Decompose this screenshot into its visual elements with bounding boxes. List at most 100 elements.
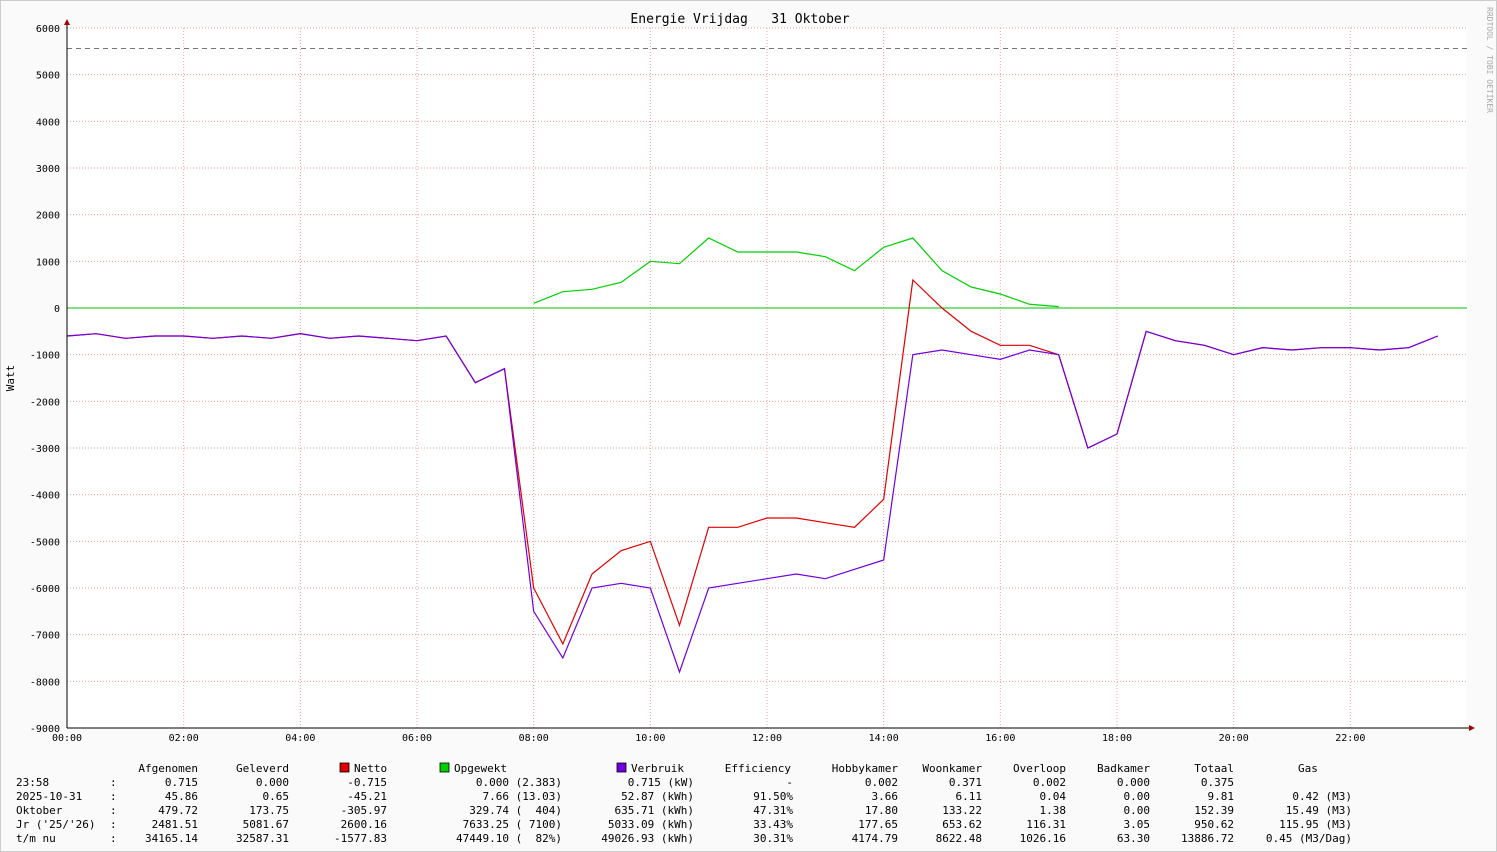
legend-cell: Jr ('25/'26) — [16, 818, 95, 831]
x-tick-label: 20:00 — [1219, 733, 1249, 744]
y-tick-label: 1000 — [36, 257, 60, 268]
y-tick-label: -6000 — [30, 584, 60, 595]
legend-cell: 3.66 — [872, 790, 899, 803]
y-tick-label: 4000 — [36, 117, 60, 128]
x-tick-label: 02:00 — [169, 733, 199, 744]
y-tick-label: -8000 — [30, 677, 60, 688]
legend-cell: 34165.14 — [145, 832, 198, 845]
legend-header: Totaal — [1194, 762, 1234, 775]
legend-header: Netto — [354, 762, 387, 775]
legend-cell: -1577.83 — [334, 832, 387, 845]
legend-header: Woonkamer — [922, 762, 982, 775]
legend-swatch — [439, 762, 450, 773]
legend-cell: -45.21 — [347, 790, 387, 803]
legend-cell: 329.74 ( 404) — [469, 804, 562, 817]
legend-cell: : — [110, 832, 117, 845]
series-line — [533, 237, 1059, 308]
legend-cell: : — [110, 818, 117, 831]
legend-cell: 2481.51 — [152, 818, 198, 831]
legend-cell: 13886.72 — [1181, 832, 1234, 845]
legend-cell: 4174.79 — [852, 832, 898, 845]
legend-header: Badkamer — [1097, 762, 1150, 775]
legend-header: Efficiency — [725, 762, 792, 775]
y-tick-label: 3000 — [36, 164, 60, 175]
x-tick-label: 04:00 — [285, 733, 315, 744]
legend-cell: 91.50% — [753, 790, 793, 803]
legend-cell: 17.80 — [865, 804, 898, 817]
legend-cell: 1026.16 — [1020, 832, 1066, 845]
legend-cell: 52.87 (kWh) — [621, 790, 694, 803]
legend-cell: : — [110, 790, 117, 803]
legend-cell: 177.65 — [858, 818, 898, 831]
legend-cell: 0.371 — [949, 776, 982, 789]
x-axis-arrow — [1469, 725, 1475, 731]
legend-cell: 49026.93 (kWh) — [601, 832, 694, 845]
legend-header: Geleverd — [236, 762, 289, 775]
legend-cell: 116.31 — [1026, 818, 1066, 831]
legend-header: Opgewekt — [454, 762, 507, 775]
legend-cell: 23:58 — [16, 776, 49, 789]
y-tick-label: -1000 — [30, 351, 60, 362]
y-tick-label: -5000 — [30, 537, 60, 548]
legend-swatch — [616, 762, 627, 773]
y-axis-arrow — [64, 19, 70, 25]
legend-cell: 653.62 — [942, 818, 982, 831]
legend-cell: 115.95 (M3) — [1279, 818, 1352, 831]
legend-cell: 0.00 — [1124, 790, 1151, 803]
plot-area — [67, 28, 1467, 728]
legend-header: Gas — [1298, 762, 1318, 775]
legend-header: Afgenomen — [138, 762, 198, 775]
legend-cell: 0.65 — [263, 790, 290, 803]
legend-cell: 15.49 (M3) — [1286, 804, 1352, 817]
legend-swatch — [339, 762, 350, 773]
legend-cell: - — [786, 776, 793, 789]
x-tick-label: 10:00 — [635, 733, 665, 744]
legend-cell: t/m nu — [16, 832, 56, 845]
x-tick-label: 16:00 — [985, 733, 1015, 744]
legend-cell: 0.42 (M3) — [1292, 790, 1352, 803]
y-tick-label: 2000 — [36, 211, 60, 222]
legend-cell: 0.715 — [165, 776, 198, 789]
legend-cell: 30.31% — [753, 832, 793, 845]
y-tick-label: -9000 — [30, 724, 60, 735]
legend-cell: 0.715 (kW) — [628, 776, 694, 789]
legend-cell: -0.715 — [347, 776, 387, 789]
legend-cell: 173.75 — [249, 804, 289, 817]
legend-cell: 7633.25 ( 7100) — [463, 818, 562, 831]
legend-header: Hobbykamer — [832, 762, 899, 775]
legend-cell: -305.97 — [341, 804, 387, 817]
y-tick-label: -4000 — [30, 491, 60, 502]
y-tick-label: 6000 — [36, 24, 60, 35]
side-text: RRDTOOL / TOBI OETIKER — [1485, 7, 1494, 113]
legend-cell: 7.66 (13.03) — [483, 790, 562, 803]
legend-cell: 33.43% — [753, 818, 793, 831]
y-tick-label: 0 — [54, 304, 60, 315]
legend-cell: 0.002 — [865, 776, 898, 789]
legend-cell: 45.86 — [165, 790, 198, 803]
chart-title: Energie Vrijdag 31 Oktober — [630, 12, 849, 27]
legend-cell: 0.000 — [256, 776, 289, 789]
legend-cell: 8622.48 — [936, 832, 982, 845]
series-line — [66, 330, 1439, 674]
legend-cell: 6.11 — [956, 790, 983, 803]
legend-cell: Oktober — [16, 804, 63, 817]
legend-cell: 0.375 — [1201, 776, 1234, 789]
x-tick-label: 00:00 — [52, 733, 82, 744]
legend-cell: 3.05 — [1124, 818, 1151, 831]
legend-cell: 2025-10-31 — [16, 790, 82, 803]
legend-table: Afgenomen Geleverd Netto Opgewekt Verbruik Ef… — [16, 762, 1352, 845]
legend-cell: 152.39 — [1194, 804, 1234, 817]
y-tick-label: -3000 — [30, 444, 60, 455]
legend-cell: 479.72 — [158, 804, 198, 817]
y-tick-label: 5000 — [36, 71, 60, 82]
legend-cell: : — [110, 776, 117, 789]
legend-cell: 2600.16 — [341, 818, 387, 831]
legend-cell: 5081.67 — [243, 818, 289, 831]
x-tick-label: 06:00 — [402, 733, 432, 744]
legend-cell: 0.002 — [1033, 776, 1066, 789]
legend-cell: 0.45 (M3/Dag) — [1266, 832, 1352, 845]
y-tick-label: -7000 — [30, 631, 60, 642]
x-tick-label: 08:00 — [519, 733, 549, 744]
legend-cell: 5033.09 (kWh) — [608, 818, 694, 831]
